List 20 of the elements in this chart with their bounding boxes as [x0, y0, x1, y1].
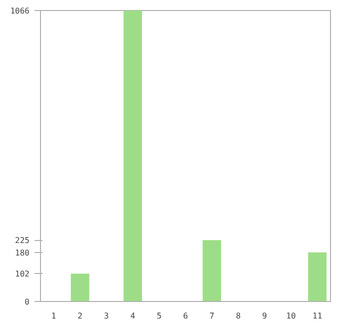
x-tick-label: 7: [209, 312, 214, 320]
x-tick-label: 3: [104, 312, 109, 320]
x-tick-label: 10: [286, 312, 296, 320]
bar: [202, 240, 222, 302]
y-tick-label: 0: [24, 298, 30, 306]
y-tick-label: 225: [15, 236, 30, 246]
x-tick-label: 1: [51, 312, 56, 320]
x-tick-label: 2: [78, 312, 83, 320]
y-tick-label: 180: [15, 248, 30, 258]
x-tick-label: 5: [156, 312, 162, 320]
bar: [70, 274, 90, 302]
x-tick-label: 8: [236, 312, 241, 320]
x-tick-label: 4: [130, 312, 136, 320]
y-tick-label: 102: [15, 270, 30, 279]
x-tick-label: 6: [183, 312, 188, 320]
bar: [124, 10, 142, 302]
y-tick-label: 1066: [10, 6, 30, 16]
x-tick-label: 11: [312, 312, 322, 320]
x-tick-label: 9: [262, 312, 268, 320]
bar: [308, 252, 327, 302]
